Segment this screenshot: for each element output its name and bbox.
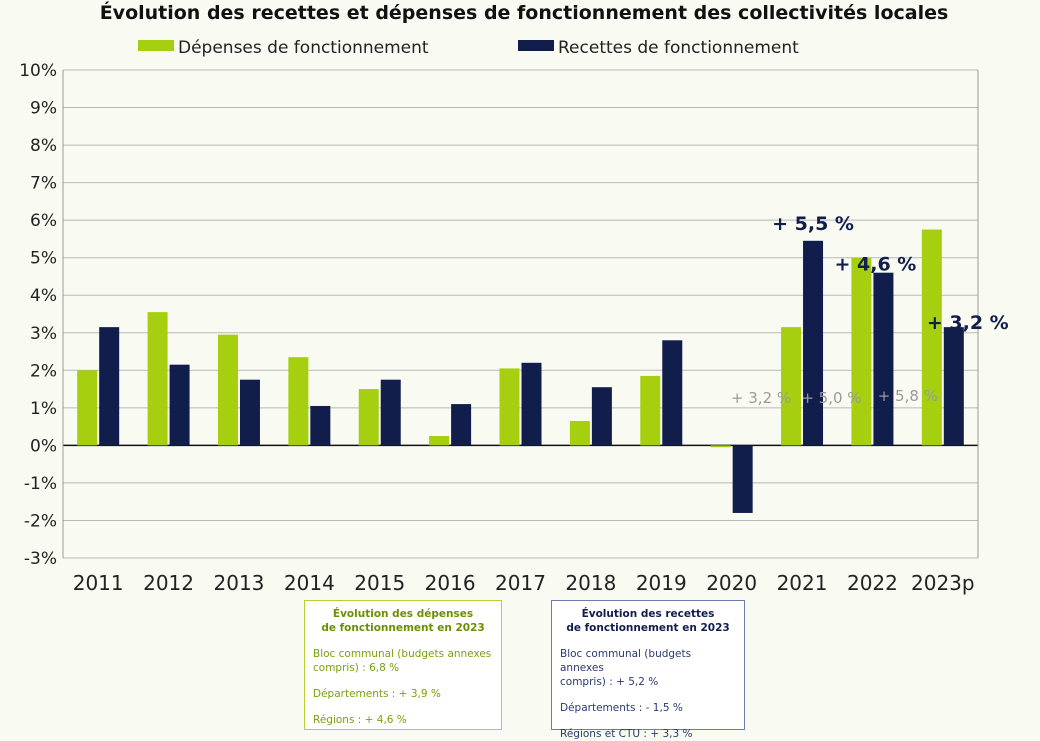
- bar-recettes-2015: [380, 379, 401, 446]
- y-tick-label: -2%: [24, 511, 57, 531]
- x-tick-label: 2013: [214, 571, 265, 595]
- x-tick-label: 2019: [636, 571, 687, 595]
- bar-recettes-2019: [662, 340, 683, 446]
- x-tick-label: 2016: [425, 571, 476, 595]
- depenses-regions: Régions : + 4,6 %: [313, 714, 407, 726]
- bar-depenses-2021: [781, 327, 802, 446]
- bar-depenses-2011: [77, 370, 98, 446]
- y-tick-label: 2%: [30, 361, 57, 381]
- y-tick-label: 7%: [30, 174, 57, 194]
- bar-recettes-2022: [873, 272, 894, 446]
- bar-recettes-2011: [99, 327, 120, 446]
- bar-depenses-2023p: [921, 229, 942, 446]
- bar-depenses-2020: [710, 445, 731, 448]
- legend-label-1: Recettes de fonctionnement: [558, 38, 799, 58]
- legend-label-0: Dépenses de fonctionnement: [178, 38, 429, 58]
- x-tick-label: 2011: [73, 571, 124, 595]
- annotation-recettes-2022: + 4,6 %: [834, 254, 916, 276]
- y-tick-label: 9%: [30, 99, 57, 119]
- y-tick-label: 5%: [30, 249, 57, 269]
- bar-depenses-2016: [429, 436, 450, 446]
- bar-recettes-2020: [732, 445, 753, 513]
- bar-recettes-2012: [169, 364, 190, 446]
- y-tick-label: 3%: [30, 324, 57, 344]
- recettes-departements: Départements : - 1,5 %: [560, 702, 683, 714]
- annotation-depenses-2021: + 3,2 %: [731, 389, 791, 407]
- bar-depenses-2018: [569, 420, 590, 446]
- legend-swatch-1: [518, 40, 554, 51]
- bar-recettes-2017: [521, 362, 542, 446]
- depenses-box-title: Évolution des dépenses de fonctionnement…: [321, 608, 485, 634]
- annotation-depenses-2023p: + 5,8 %: [878, 387, 938, 405]
- x-tick-label: 2015: [354, 571, 405, 595]
- depenses-info-box: Évolution des dépenses de fonctionnement…: [304, 600, 502, 730]
- bar-recettes-2013: [239, 379, 260, 446]
- bar-depenses-2015: [358, 389, 379, 446]
- y-tick-label: -3%: [24, 549, 57, 569]
- y-tick-label: 10%: [19, 61, 57, 81]
- annotation-recettes-2023p: + 3,2 %: [927, 312, 1009, 334]
- x-tick-label: 2014: [284, 571, 335, 595]
- chart-title: Évolution des recettes et dépenses de fo…: [100, 1, 949, 24]
- bar-depenses-2022: [851, 257, 872, 446]
- x-tick-label: 2018: [565, 571, 616, 595]
- y-tick-label: 8%: [30, 136, 57, 156]
- y-tick-label: -1%: [24, 474, 57, 494]
- bar-recettes-2016: [451, 404, 472, 446]
- y-tick-label: 1%: [30, 399, 57, 419]
- x-tick-label: 2020: [706, 571, 757, 595]
- bar-recettes-2021: [803, 240, 824, 446]
- x-tick-label: 2017: [495, 571, 546, 595]
- bar-depenses-2014: [288, 357, 309, 446]
- annotation-recettes-2021: + 5,5 %: [772, 213, 854, 235]
- bar-chart: Évolution des recettes et dépenses de fo…: [19, 1, 1009, 595]
- x-tick-label: 2023p: [911, 571, 975, 595]
- bar-depenses-2012: [147, 312, 168, 446]
- bar-recettes-2014: [310, 405, 331, 446]
- bar-depenses-2019: [640, 375, 661, 446]
- bar-recettes-2018: [591, 387, 612, 446]
- recettes-regions: Régions et CTU : + 3,3 %: [560, 728, 693, 740]
- recettes-bloc-communal: Bloc communal (budgets annexes compris) …: [560, 648, 692, 688]
- recettes-box-title: Évolution des recettes de fonctionnement…: [566, 608, 730, 634]
- x-tick-label: 2021: [777, 571, 828, 595]
- bar-recettes-2023p: [943, 327, 964, 446]
- annotation-depenses-2022: + 5,0 %: [801, 389, 861, 407]
- legend-swatch-0: [138, 40, 174, 51]
- x-tick-label: 2022: [847, 571, 898, 595]
- depenses-bloc-communal: Bloc communal (budgets annexes compris) …: [313, 648, 492, 674]
- y-tick-label: 0%: [30, 436, 57, 456]
- recettes-info-box: Évolution des recettes de fonctionnement…: [551, 600, 745, 740]
- depenses-departements: Départements : + 3,9 %: [313, 688, 441, 700]
- y-tick-label: 6%: [30, 211, 57, 231]
- bar-depenses-2017: [499, 368, 520, 446]
- x-tick-label: 2012: [143, 571, 194, 595]
- bar-depenses-2013: [217, 334, 238, 446]
- y-tick-label: 4%: [30, 286, 57, 306]
